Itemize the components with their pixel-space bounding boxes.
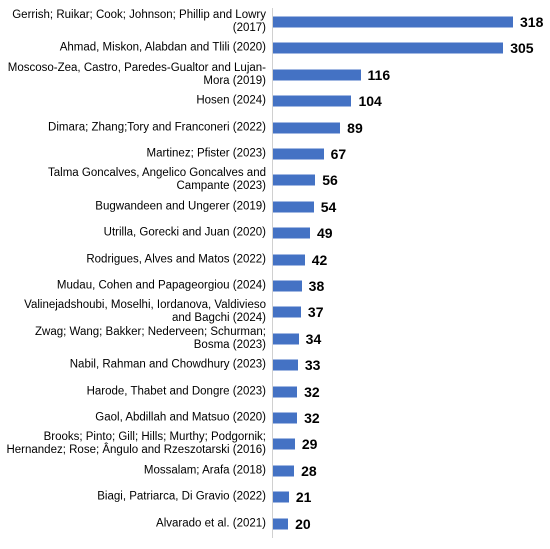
category-label: Zwag; Wang; Bakker; Nederveen; Schurman;… — [35, 325, 266, 351]
bar — [273, 359, 298, 371]
bar — [273, 42, 504, 54]
bar — [273, 386, 298, 398]
bar — [273, 122, 341, 134]
value-label: 33 — [304, 357, 321, 374]
category-label: Ahmad, Miskon, Alabdan and Tlili (2020) — [59, 41, 266, 54]
category-label: Utrilla, Gorecki and Juan (2020) — [103, 226, 266, 239]
bar — [273, 280, 302, 292]
bar — [273, 306, 301, 318]
value-label: 20 — [295, 515, 311, 532]
category-label: Talma Goncalves, Angelico Goncalves and … — [48, 167, 266, 193]
bar — [273, 201, 314, 213]
value-label: 54 — [320, 198, 337, 215]
value-label: 21 — [295, 489, 312, 506]
category-label: Biagi, Patriarca, Di Gravio (2022) — [97, 490, 266, 503]
category-label: Mossalam; Arafa (2018) — [143, 464, 266, 477]
value-label: 37 — [307, 304, 324, 321]
bar — [273, 465, 295, 477]
category-label: Martinez; Pfister (2023) — [146, 147, 266, 160]
bar — [273, 438, 295, 450]
category-label: Gerrish; Ruikar; Cook; Johnson; Phillip … — [12, 9, 266, 34]
bar — [273, 333, 299, 345]
category-label: Brooks; Pinto; Gill; Hills; Murthy; Podg… — [6, 431, 266, 457]
bar — [273, 491, 289, 503]
value-label: 116 — [367, 66, 391, 83]
bar — [273, 227, 310, 239]
bar — [273, 95, 352, 107]
value-label: 49 — [316, 225, 333, 242]
value-label: 67 — [330, 146, 347, 162]
category-label: Moscoso-Zea, Castro, Paredes-Gualtor and… — [7, 61, 266, 87]
value-label: 38 — [308, 278, 325, 294]
value-label: 28 — [301, 462, 317, 479]
bar — [273, 518, 289, 530]
value-label: 104 — [358, 93, 382, 110]
category-label: Alvarado et al. (2021) — [156, 517, 266, 530]
category-label: Mudau, Cohen and Papageorgiou (2024) — [56, 279, 266, 292]
category-label: Gaol, Abdillah and Matsuo (2020) — [95, 411, 266, 424]
value-label: 42 — [311, 251, 328, 268]
value-label: 34 — [305, 330, 322, 347]
bar — [273, 148, 324, 160]
value-label: 89 — [347, 119, 363, 136]
value-label: 305 — [510, 40, 534, 57]
value-label: 32 — [304, 383, 320, 400]
value-label: 56 — [322, 172, 338, 189]
bar — [273, 412, 298, 424]
category-label: Rodrigues, Alves and Matos (2022) — [86, 253, 266, 266]
category-label: Hosen (2024) — [196, 94, 266, 107]
value-label: 32 — [304, 410, 320, 426]
bar — [273, 16, 513, 28]
bar — [273, 254, 305, 266]
bar — [273, 69, 361, 81]
value-label: 29 — [301, 436, 318, 453]
category-label: Valinejadshoubi, Moselhi, Iordanova, Val… — [24, 299, 266, 325]
value-label: 318 — [520, 14, 544, 30]
category-label: Harode, Thabet and Dongre (2023) — [86, 385, 266, 398]
category-label: Nabil, Rahman and Chowdhury (2023) — [69, 358, 266, 371]
bar — [273, 174, 316, 186]
axis-line — [272, 8, 273, 538]
category-label: Dimara; Zhang;Tory and Franconeri (2022) — [48, 121, 266, 134]
category-label: Bugwandeen and Ungerer (2019) — [95, 200, 266, 213]
